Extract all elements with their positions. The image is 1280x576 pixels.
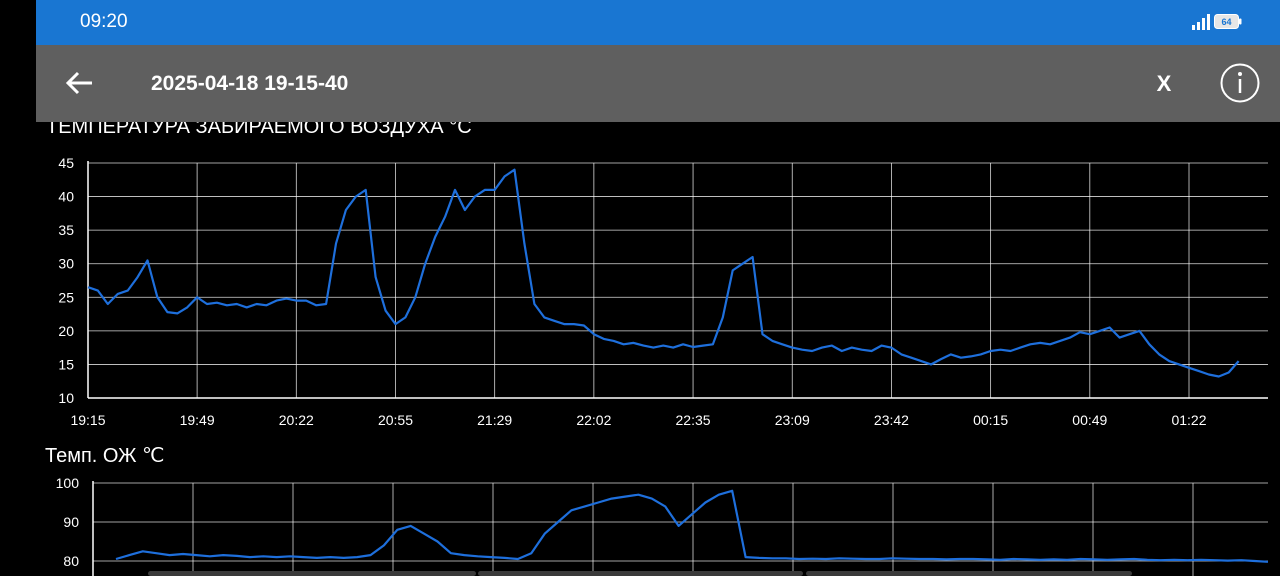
chart1-xtick-label: 19:15 (70, 412, 105, 428)
left-edge-strip (0, 0, 36, 576)
chart1-ytick-label: 45 (58, 155, 74, 171)
scroll-indicator-2[interactable] (478, 571, 803, 576)
chart1-xtick-label: 23:09 (775, 412, 810, 428)
back-button[interactable] (62, 65, 98, 101)
chart1-series-line (87, 168, 1240, 378)
chart1-ytick-label: 20 (58, 323, 74, 339)
chart1-xtick-label: 22:35 (676, 412, 711, 428)
chart1-xtick-label: 19:49 (180, 412, 215, 428)
scroll-indicator-3[interactable] (806, 571, 1132, 576)
chart1-ytick-label: 10 (58, 390, 74, 406)
chart1-xtick-label: 20:22 (279, 412, 314, 428)
chart2-series-line (115, 489, 1269, 563)
status-bar: 09:20 64 (36, 0, 1280, 45)
chart2-title: Темп. ОЖ ℃ (45, 445, 165, 467)
scroll-indicator-1[interactable] (148, 571, 476, 576)
arrow-left-icon (65, 71, 92, 95)
app-bar: 2025-04-18 19-15-40 X (36, 45, 1280, 122)
chart1-xtick-label: 01:22 (1171, 412, 1206, 428)
close-button[interactable]: X (1156, 71, 1172, 96)
chart2-ytick-label: 80 (63, 553, 79, 569)
chart1-xtick-label: 23:42 (874, 412, 909, 428)
info-button[interactable] (1220, 63, 1260, 103)
chart1-xtick-label: 00:49 (1072, 412, 1107, 428)
chart1-ytick-label: 15 (58, 356, 74, 372)
status-time: 09:20 (80, 11, 128, 32)
chart1-ytick-label: 40 (58, 189, 74, 205)
chart1-title: ТЕМПЕРАТУРА ЗАБИРАЕМОГО ВОЗДУХА °С (46, 122, 472, 138)
info-circle-icon (1220, 63, 1260, 103)
battery-level: 64 (1221, 17, 1231, 27)
chart1-xtick-label: 22:02 (576, 412, 611, 428)
chart1-xtick-label: 20:55 (378, 412, 413, 428)
chart2-ytick-label: 90 (63, 514, 79, 530)
signal-bars-icon (1192, 14, 1210, 30)
chart2-ytick-label: 100 (56, 475, 80, 491)
battery-icon: 64 (1214, 14, 1242, 29)
page-title: 2025-04-18 19-15-40 (151, 72, 349, 95)
chart1-xtick-label: 21:29 (477, 412, 512, 428)
chart1-xtick-label: 00:15 (973, 412, 1008, 428)
chart1-ytick-label: 35 (58, 222, 74, 238)
chart1-ytick-label: 25 (58, 289, 74, 305)
chart1-ytick-label: 30 (58, 256, 74, 272)
